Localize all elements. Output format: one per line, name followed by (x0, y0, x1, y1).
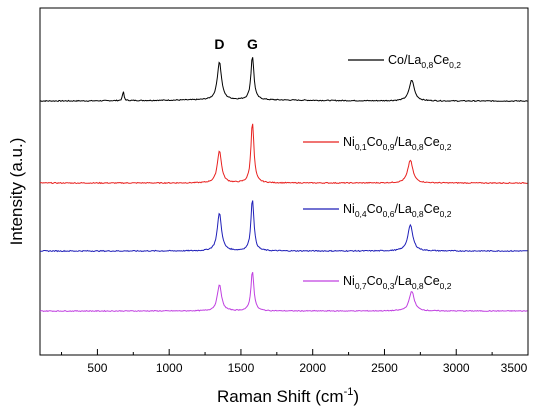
spectrum-line (39, 57, 528, 103)
x-tick-label: 1500 (228, 361, 255, 375)
spectrum-line (40, 200, 528, 253)
legend-label: Ni0,1Co0,9/La0,8Ce0,2 (343, 135, 452, 152)
x-tick-label: 1000 (156, 361, 183, 375)
spectra-series (39, 57, 528, 313)
x-tick-label: 2000 (299, 361, 326, 375)
legend-label: Ni0,7Co0,3/La0,8Ce0,2 (343, 274, 452, 291)
x-axis-label: Raman Shift (cm-1) (217, 386, 359, 406)
peak-label-g: G (247, 36, 258, 52)
x-tick-label: 500 (87, 361, 107, 375)
spectrum-line (39, 272, 528, 313)
peak-label-d: D (214, 36, 224, 52)
legend: Co/La0,8Ce0,2 Ni0,1Co0,9/La0,8Ce0,2 Ni0,4C… (303, 53, 461, 291)
x-tick-label: 3500 (501, 361, 528, 375)
plot-area-frame (39, 7, 529, 356)
y-axis-label: Intensity (a.u.) (7, 138, 26, 246)
x-tick-label: 3000 (443, 361, 470, 375)
legend-label: Ni0,4Co0,6/La0,8Ce0,2 (343, 202, 452, 219)
x-axis-ticks: 500 1000 1500 2000 2500 3000 3500 (61, 349, 529, 375)
legend-label: Co/La0,8Ce0,2 (388, 53, 461, 70)
x-tick-label: 2500 (371, 361, 398, 375)
spectrum-line (39, 123, 528, 185)
